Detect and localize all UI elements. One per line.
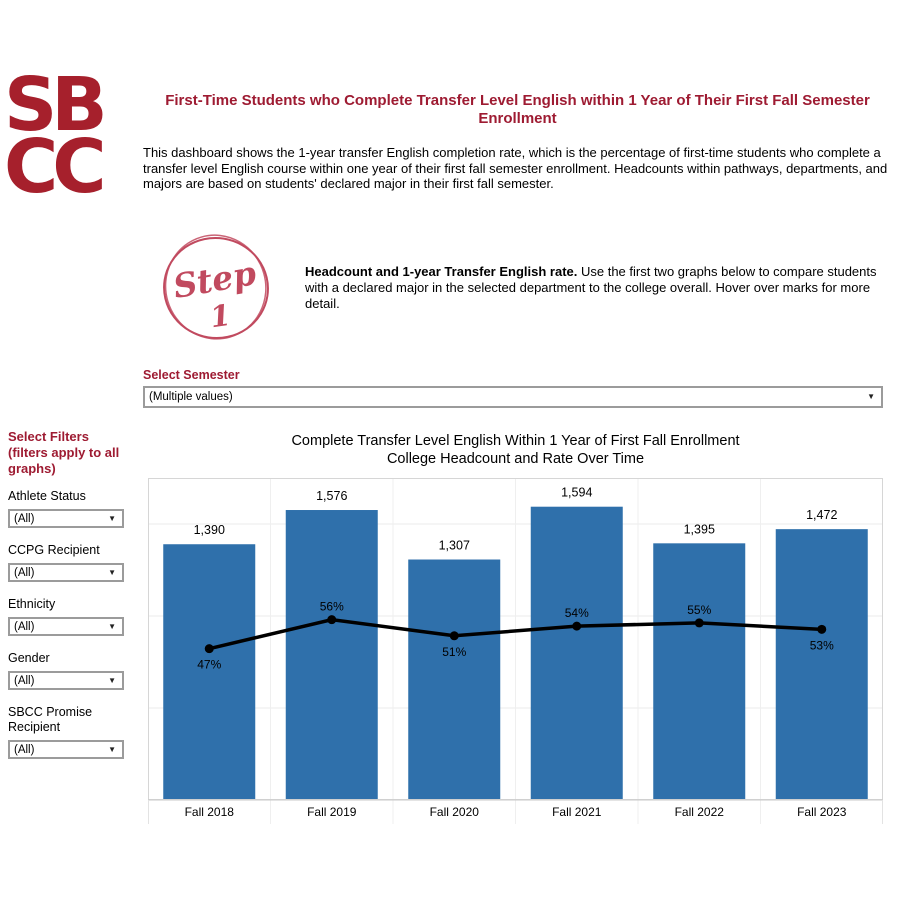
chart-title-line2: College Headcount and Rate Over Time — [386, 450, 645, 467]
page-title: First-Time Students who Complete Transfe… — [150, 92, 885, 128]
select-semester-label: Select Semester — [143, 368, 240, 382]
select-filters-heading-line2: (filters apply to all — [8, 445, 120, 460]
athlete-status-dropdown[interactable]: (All) ▼ — [8, 509, 124, 528]
chart-title: Complete Transfer Level English Within 1… — [148, 433, 883, 468]
ethnicity-dropdown[interactable]: (All) ▼ — [8, 617, 124, 636]
select-filters-heading-line3: graphs) — [8, 461, 56, 476]
chevron-down-icon: ▼ — [108, 744, 116, 754]
chevron-down-icon: ▼ — [108, 675, 116, 685]
ethnicity-dropdown-value: (All) — [14, 620, 35, 633]
filter-group-gender: Gender (All) ▼ — [8, 651, 136, 690]
rate-value-label: 51% — [442, 645, 466, 659]
filters-sidebar: Select Filters (filters apply to all gra… — [8, 429, 136, 774]
ccpg-recipient-dropdown[interactable]: (All) ▼ — [8, 563, 124, 582]
rate-point[interactable] — [694, 618, 704, 628]
sbcc-promise-label: SBCC Promise Recipient — [8, 705, 93, 734]
bar-value-label: 1,390 — [194, 523, 225, 537]
step-1-instructions-lead: Headcount and 1-year Transfer English ra… — [305, 264, 578, 279]
athlete-status-dropdown-value: (All) — [14, 512, 35, 525]
page-title-line2: within 1 Year of Their First Fall Semest… — [478, 92, 870, 127]
x-axis-label: Fall 2021 — [552, 805, 602, 819]
headcount-bar[interactable] — [408, 559, 501, 800]
filter-group-ccpg-recipient: CCPG Recipient (All) ▼ — [8, 543, 136, 582]
gender-label: Gender — [8, 651, 50, 665]
filter-group-sbcc-promise: SBCC Promise Recipient (All) ▼ — [8, 705, 136, 759]
bar-value-label: 1,395 — [684, 522, 715, 536]
rate-point[interactable] — [817, 624, 827, 634]
select-filters-heading: Select Filters (filters apply to all gra… — [8, 429, 136, 477]
x-axis-label: Fall 2019 — [307, 805, 357, 819]
x-axis-label: Fall 2020 — [430, 805, 480, 819]
headcount-bar[interactable] — [163, 544, 256, 800]
chevron-down-icon: ▼ — [867, 392, 875, 401]
headcount-bar[interactable] — [530, 506, 623, 800]
semester-dropdown-value: (Multiple values) — [149, 391, 233, 403]
rate-point[interactable] — [327, 615, 337, 625]
page-title-line1: First-Time Students who Complete Transfe… — [165, 92, 577, 109]
x-axis-label: Fall 2018 — [185, 805, 235, 819]
x-axis-label: Fall 2022 — [675, 805, 725, 819]
semester-dropdown[interactable]: (Multiple values) ▼ — [143, 386, 883, 408]
filter-group-athlete-status: Athlete Status (All) ▼ — [8, 489, 136, 528]
sbcc-logo-line2: CC — [4, 124, 107, 210]
ccpg-recipient-dropdown-value: (All) — [14, 566, 35, 579]
rate-line[interactable] — [208, 617, 822, 651]
rate-value-label: 56% — [320, 600, 344, 614]
step-badge-number: 1 — [208, 298, 233, 334]
step-1-badge: Step 1 — [163, 234, 269, 340]
headcount-rate-chart: 1,390 1,576 1,307 1,594 1,395 1,472 Fall 2018 F… — [148, 478, 883, 824]
athlete-status-label: Athlete Status — [8, 489, 86, 503]
gender-dropdown[interactable]: (All) ▼ — [8, 671, 124, 690]
rate-value-label: 53% — [810, 638, 834, 652]
ccpg-recipient-label: CCPG Recipient — [8, 543, 100, 557]
rate-value-label: 55% — [687, 603, 711, 617]
x-axis-label: Fall 2023 — [797, 805, 847, 819]
bar-value-label: 1,576 — [316, 489, 347, 503]
chevron-down-icon: ▼ — [108, 513, 116, 523]
headcount-bar[interactable] — [285, 510, 378, 800]
dashboard-description: This dashboard shows the 1-year transfer… — [143, 145, 888, 191]
rate-point[interactable] — [449, 631, 459, 641]
ethnicity-label: Ethnicity — [8, 597, 56, 611]
sbcc-logo: SB CC — [4, 62, 144, 210]
sbcc-promise-dropdown-value: (All) — [14, 743, 35, 756]
step-badge-circle-icon — [163, 236, 269, 340]
chevron-down-icon: ▼ — [108, 621, 116, 631]
bar-value-label: 1,594 — [561, 486, 592, 500]
bar-value-label: 1,472 — [806, 508, 837, 522]
step-1-instructions: Headcount and 1-year Transfer English ra… — [305, 264, 891, 312]
sbcc-logo-line1: SB — [4, 62, 108, 148]
select-filters-heading-line1: Select Filters — [8, 429, 89, 444]
sbcc-promise-dropdown[interactable]: (All) ▼ — [8, 740, 124, 759]
rate-value-label: 54% — [565, 606, 589, 620]
chart-title-line1: Complete Transfer Level English Within 1… — [291, 433, 740, 449]
rate-point[interactable] — [572, 621, 582, 631]
step-badge-word: Step — [170, 253, 259, 306]
rate-point[interactable] — [204, 644, 214, 654]
rate-value-label: 47% — [197, 658, 221, 672]
filter-group-ethnicity: Ethnicity (All) ▼ — [8, 597, 136, 636]
step-1-instructions-body: Use the first two graphs below to compar… — [305, 264, 877, 311]
bar-value-label: 1,307 — [439, 539, 470, 553]
headcount-bar[interactable] — [653, 543, 746, 800]
headcount-bar[interactable] — [775, 529, 868, 800]
chevron-down-icon: ▼ — [108, 567, 116, 577]
step-badge-circle2-icon — [164, 234, 267, 340]
gender-dropdown-value: (All) — [14, 674, 35, 687]
